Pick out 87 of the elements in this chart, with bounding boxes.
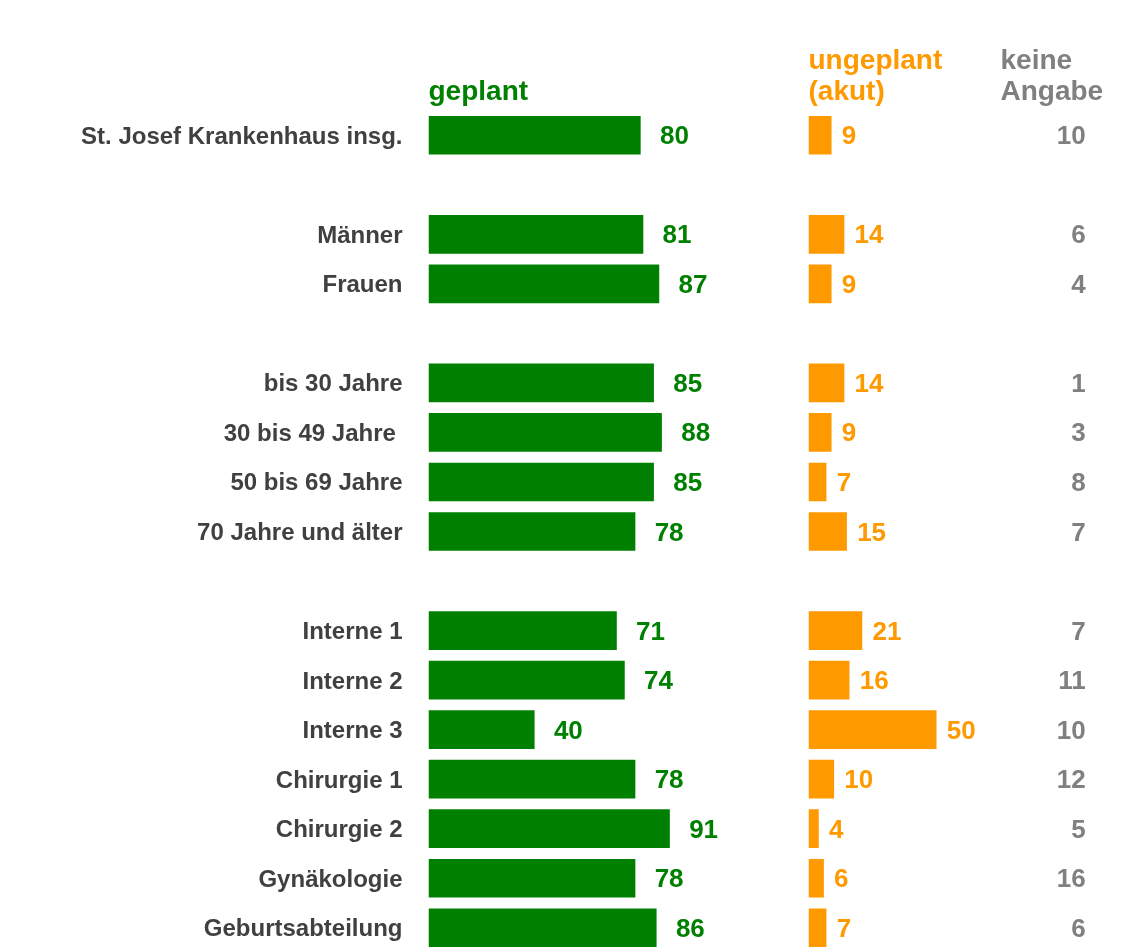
chart-title: ungeplant (akut) [808, 43, 943, 106]
data-label: 50 [946, 714, 976, 745]
bar [428, 710, 535, 749]
y-tick-label: bis 30 Jahre [263, 369, 403, 397]
data-label: 78 [654, 516, 684, 547]
bar [808, 809, 819, 848]
bar [808, 710, 937, 749]
data-label: 3 [1071, 417, 1086, 448]
data-label: 14 [854, 219, 885, 250]
data-label: 86 [675, 912, 705, 943]
data-label: 78 [654, 863, 684, 894]
bar [428, 759, 636, 799]
data-label: 71 [636, 615, 666, 646]
y-tick-label: Frauen [322, 270, 403, 298]
y-tick-label: Interne 2 [302, 666, 403, 694]
data-label: 74 [644, 665, 674, 696]
y-tick-label: Männer [317, 220, 403, 248]
data-label: 10 [1056, 714, 1086, 745]
bar [428, 512, 636, 551]
data-label: 6 [834, 863, 849, 894]
data-label: 7 [836, 912, 852, 943]
bar [428, 363, 654, 403]
data-label: 4 [828, 813, 844, 844]
data-label: 1 [1071, 367, 1086, 398]
data-label: 9 [841, 417, 857, 448]
data-label: 4 [1071, 268, 1087, 299]
data-label: 85 [673, 367, 703, 398]
bar [808, 363, 845, 403]
data-label: 80 [659, 120, 689, 151]
data-label: 87 [678, 268, 708, 299]
bar [428, 115, 641, 155]
data-label: 5 [1071, 813, 1086, 844]
data-label: 9 [841, 120, 857, 151]
data-label: 7 [1071, 615, 1086, 646]
bar [808, 759, 835, 799]
data-label: 78 [654, 764, 684, 795]
data-label: 10 [1056, 120, 1086, 151]
data-label: 11 [1058, 665, 1086, 696]
bar [808, 512, 847, 551]
data-label: 40 [553, 714, 583, 745]
bar [428, 264, 660, 304]
bar [428, 858, 636, 898]
bar [428, 660, 625, 700]
data-label: 88 [681, 417, 711, 448]
bar [808, 215, 845, 254]
bar [428, 809, 670, 848]
data-label: 6 [1071, 912, 1086, 943]
bar [808, 115, 832, 155]
bar [808, 660, 850, 700]
data-label: 7 [836, 466, 852, 497]
y-tick-label: Interne 3 [302, 716, 403, 744]
bar [808, 264, 832, 304]
y-tick-label: 50 bis 69 Jahre [230, 468, 403, 496]
bar [808, 462, 827, 502]
y-tick-label: Geburtsabteilung [203, 914, 403, 942]
data-label: 8 [1071, 466, 1086, 497]
bar [808, 413, 832, 452]
text: keine Angabe [1000, 43, 1104, 106]
y-tick-label: Gynäkologie [258, 864, 403, 892]
y-tick-label: Chirurgie 1 [275, 765, 403, 793]
data-label: 21 [872, 615, 902, 646]
bar [428, 908, 657, 948]
data-label: 91 [689, 813, 719, 844]
chart-title: geplant [428, 74, 529, 106]
bar [428, 611, 617, 650]
data-label: 16 [1056, 863, 1086, 894]
data-label: 14 [854, 367, 885, 398]
bar [808, 908, 827, 948]
data-label: 15 [857, 516, 887, 547]
y-tick-label: St. Josef Krankenhaus insg. [81, 121, 403, 149]
data-label: 12 [1056, 764, 1086, 795]
y-tick-label: Interne 1 [302, 617, 403, 645]
data-label: 9 [841, 268, 857, 299]
data-label: 7 [1071, 516, 1086, 547]
y-tick-label: 30 bis 49 Jahre [223, 418, 396, 446]
data-label: 10 [844, 764, 874, 795]
bar [428, 462, 654, 502]
data-label: 81 [662, 219, 692, 250]
y-tick-label: 70 Jahre und älter [197, 518, 403, 545]
bar [428, 413, 662, 452]
bar [808, 611, 863, 650]
bar [428, 215, 644, 254]
data-label: 6 [1071, 219, 1086, 250]
y-tick-label: Chirurgie 2 [275, 815, 403, 843]
bar [808, 858, 824, 898]
data-label: 16 [859, 665, 889, 696]
data-label: 85 [673, 466, 703, 497]
